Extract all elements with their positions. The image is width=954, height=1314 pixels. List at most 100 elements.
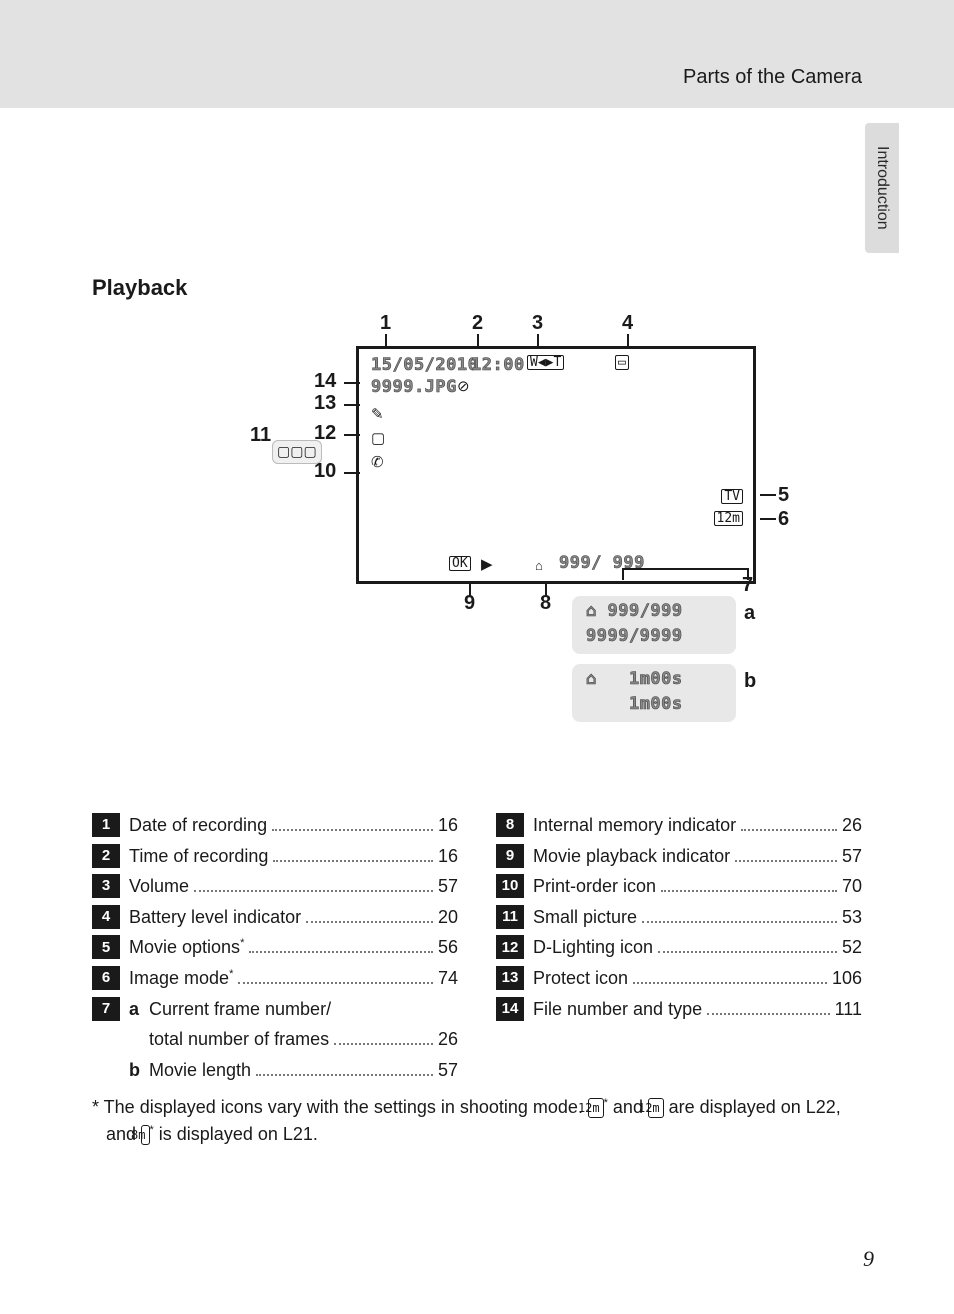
legend-col-left: 1 Date of recording 162 Time of recording 16… [92, 810, 458, 1085]
legend-label: Small picture [533, 902, 637, 933]
chapter-title: Parts of the Camera [683, 66, 862, 89]
protect-icon: ⊘ [457, 377, 470, 395]
callout-14: 14 [314, 370, 336, 393]
callout-3: 3 [532, 312, 543, 335]
footnote-text: * The displayed icons vary with the sett… [92, 1097, 588, 1117]
legend-page: 53 [842, 902, 862, 933]
legend-label: Internal memory indicator [533, 810, 736, 841]
legend-page: 20 [438, 902, 458, 933]
battery-icon: ▭ [615, 355, 629, 370]
legend-label: total number of frames [149, 1024, 329, 1055]
legend-label: Battery level indicator [129, 902, 301, 933]
legend-label: Current frame number/ [149, 994, 331, 1025]
screen-file: 9999.JPG [371, 377, 457, 397]
callout-a: a [744, 602, 755, 625]
footnote-icon-3: 8m [141, 1125, 149, 1145]
legend-page: 52 [842, 932, 862, 963]
legend-page: 57 [438, 1055, 458, 1086]
lcd-screen: 15/05/2010 12:00 W◀▶T ▭ 9999.JPG ⊘ ✎ ▢ ✆… [356, 346, 756, 584]
tick [344, 404, 360, 406]
footnote: * The displayed icons vary with the sett… [92, 1094, 862, 1148]
legend-row: 5 Movie options* 56 [92, 932, 458, 963]
legend-label: Protect icon [533, 963, 628, 994]
legend-number: 3 [92, 874, 120, 898]
volume-icon: W◀▶T [527, 355, 564, 370]
tick [344, 472, 360, 474]
callout-11: 11 [250, 424, 271, 447]
memory-icon: ⌂ [535, 558, 543, 573]
legend-number: 13 [496, 966, 524, 990]
tick [747, 568, 749, 580]
tick [469, 584, 471, 596]
legend-row: 7aCurrent frame number/total number of f… [92, 994, 458, 1086]
legend-label: D-Lighting icon [533, 932, 653, 963]
legend-label: Image mode* [129, 963, 233, 994]
header-band [0, 0, 954, 108]
tick [622, 568, 748, 570]
legend-row: 9 Movie playback indicator 57 [496, 841, 862, 872]
screen-time: 12:00 [471, 355, 525, 375]
footnote-icon-2: 12m [648, 1098, 664, 1118]
screen-date: 15/05/2010 [371, 355, 478, 375]
legend-page: 57 [842, 841, 862, 872]
tick [344, 382, 360, 384]
legend-row: 12D-Lighting icon52 [496, 932, 862, 963]
legend-page: 74 [438, 963, 458, 994]
movie-options-icon: TV [721, 489, 743, 504]
legend-number: 9 [496, 844, 524, 868]
callout-6: 6 [778, 508, 789, 531]
ok-icon: OK [449, 556, 471, 571]
page: Parts of the Camera Introduction Playbac… [0, 0, 954, 1314]
legend-number: 8 [496, 813, 524, 837]
legend-number: 6 [92, 966, 120, 990]
legend-label: Movie playback indicator [533, 841, 730, 872]
legend-row: 8 Internal memory indicator 26 [496, 810, 862, 841]
legend-page: 26 [438, 1024, 458, 1055]
legend-row: 4Battery level indicator20 [92, 902, 458, 933]
legend-row: 11 Small picture 53 [496, 902, 862, 933]
legend-number: 5 [92, 935, 120, 959]
legend-page: 111 [835, 994, 862, 1025]
legend-label: Print-order icon [533, 871, 656, 902]
print-order-icon: ✆ [371, 453, 384, 471]
legend-col-right: 8 Internal memory indicator 26 9 Movie playb… [496, 810, 862, 1085]
callout-10: 10 [314, 460, 336, 483]
footnote-icon-1: 12m [588, 1098, 604, 1118]
detail-box-a: ⌂ 999/999 9999/9999 [572, 596, 736, 654]
tick [385, 334, 387, 346]
legend-row: 13Protect icon106 [496, 963, 862, 994]
legend-row: 2 Time of recording 16 [92, 841, 458, 872]
callout-b: b [744, 670, 756, 693]
legend-page: 57 [438, 871, 458, 902]
legend-page: 56 [438, 932, 458, 963]
callout-13: 13 [314, 392, 336, 415]
legend-label: Time of recording [129, 841, 268, 872]
play-icon: ▶ [481, 555, 493, 573]
legend-number: 1 [92, 813, 120, 837]
callout-1: 1 [380, 312, 391, 335]
legend-page: 26 [842, 810, 862, 841]
callout-4: 4 [622, 312, 633, 335]
legend-sub-letter: a [129, 994, 143, 1025]
tick [477, 334, 479, 346]
legend-row: 3Volume57 [92, 871, 458, 902]
tick [545, 584, 547, 596]
section-title: Playback [92, 275, 187, 301]
tick [760, 494, 776, 496]
callout-12: 12 [314, 422, 336, 445]
image-mode-icon: 12m [714, 511, 743, 526]
legend-label: Movie options* [129, 932, 244, 963]
legend-number: 11 [496, 905, 524, 929]
legend-label: File number and type [533, 994, 702, 1025]
side-tab: Introduction [865, 123, 899, 253]
legend-label: Date of recording [129, 810, 267, 841]
dlighting-icon: ✎ [371, 405, 384, 423]
legend-number: 10 [496, 874, 524, 898]
legend-number: 2 [92, 844, 120, 868]
tick [344, 434, 360, 436]
detail-box-b: ⌂ 1m00s 1m00s [572, 664, 736, 722]
tick [627, 334, 629, 346]
legend-page: 16 [438, 841, 458, 872]
legend: 1 Date of recording 162 Time of recording 16… [92, 810, 862, 1085]
callout-2: 2 [472, 312, 483, 335]
